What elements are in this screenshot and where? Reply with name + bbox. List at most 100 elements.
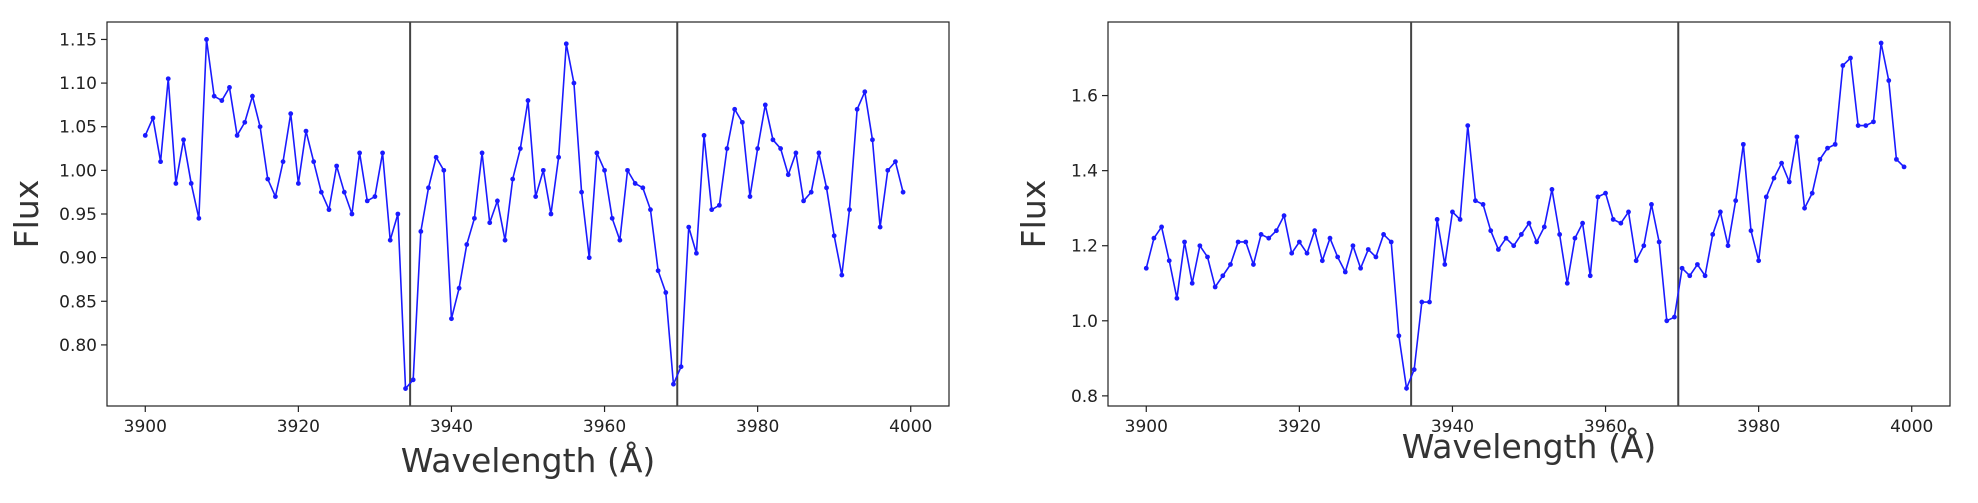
data-point	[540, 167, 546, 173]
data-point	[142, 133, 148, 138]
data-point	[288, 111, 294, 117]
data-point	[1350, 243, 1356, 249]
data-point	[1779, 160, 1784, 166]
data-point	[234, 133, 240, 138]
data-point	[326, 207, 332, 213]
data-point	[1251, 262, 1256, 267]
data-point	[831, 233, 837, 239]
data-point	[594, 150, 600, 156]
data-point	[556, 154, 562, 160]
x-tick-label: 3980	[1737, 417, 1780, 437]
data-point	[426, 185, 431, 191]
data-point	[778, 146, 783, 151]
data-point	[1296, 239, 1302, 245]
data-point	[1863, 123, 1869, 129]
data-point	[1465, 123, 1471, 129]
x-tick-label: 3960	[583, 417, 626, 437]
data-point	[900, 189, 906, 195]
y-tick-label: 1.2	[1071, 237, 1098, 257]
data-point	[1419, 299, 1425, 305]
data-point	[686, 224, 692, 230]
data-point	[1243, 239, 1249, 245]
y-tick-label: 1.0	[1071, 312, 1098, 332]
y-axis-label: Flux	[7, 180, 46, 249]
data-point	[586, 255, 592, 261]
data-point	[510, 176, 516, 182]
data-point	[1848, 55, 1853, 61]
data-point	[1319, 258, 1325, 264]
data-point	[280, 159, 286, 165]
data-point	[617, 237, 623, 243]
data-point	[158, 159, 163, 165]
data-point	[1197, 243, 1203, 249]
data-point	[640, 185, 646, 191]
data-point	[648, 207, 653, 213]
data-point	[724, 146, 730, 151]
data-point	[1480, 202, 1486, 207]
data-point	[1786, 179, 1792, 185]
data-point	[1572, 235, 1578, 241]
data-point	[242, 119, 248, 125]
data-point	[449, 316, 454, 322]
data-point	[1672, 314, 1677, 320]
data-point	[1794, 134, 1800, 140]
data-point	[1404, 385, 1409, 391]
data-point	[165, 76, 171, 82]
data-point	[632, 181, 638, 186]
data-point	[433, 154, 439, 160]
data-point	[387, 237, 393, 243]
data-point	[694, 250, 699, 256]
data-point	[265, 176, 271, 182]
data-point	[1235, 239, 1241, 245]
data-point	[273, 194, 278, 199]
data-point	[1511, 243, 1517, 249]
data-point	[196, 215, 202, 221]
data-point	[801, 198, 806, 204]
data-point	[1564, 280, 1570, 286]
data-point	[1526, 220, 1532, 226]
data-point	[571, 80, 577, 86]
x-tick-label: 3900	[124, 417, 167, 437]
data-point	[1534, 239, 1540, 245]
data-point	[1495, 247, 1501, 252]
data-point	[709, 207, 715, 213]
data-point	[824, 185, 829, 191]
data-point	[1641, 243, 1647, 249]
data-point	[1228, 262, 1233, 267]
data-point	[173, 181, 179, 186]
data-point	[1717, 209, 1723, 215]
data-point	[525, 98, 531, 103]
data-point	[1151, 235, 1157, 241]
data-point	[678, 364, 684, 370]
data-point	[181, 137, 186, 143]
data-point	[893, 159, 898, 165]
data-point	[1289, 250, 1295, 256]
data-point	[494, 198, 500, 204]
data-point	[349, 211, 355, 217]
data-point	[1886, 78, 1892, 83]
data-point	[227, 85, 232, 90]
data-point	[579, 189, 584, 195]
data-point	[1220, 273, 1226, 279]
data-point	[1557, 232, 1563, 237]
data-point	[188, 181, 194, 186]
x-tick-label: 4000	[889, 417, 932, 437]
data-point	[862, 89, 868, 95]
data-point	[1679, 265, 1685, 271]
data-point	[762, 102, 768, 108]
data-point	[854, 106, 860, 112]
chart: 3900 3920 3940 3960 3980 4000 0.8 1.0 1.2 1.4 1.6 W…	[1014, 21, 1951, 466]
data-point	[311, 159, 317, 165]
data-point	[1427, 299, 1432, 305]
data-point	[1327, 235, 1333, 241]
data-point	[1281, 213, 1287, 219]
data-point	[1212, 284, 1218, 290]
x-tick-label: 3940	[430, 417, 473, 437]
data-point	[1266, 235, 1272, 241]
y-tick-label: 1.05	[59, 118, 97, 138]
data-point	[357, 150, 362, 156]
data-point	[1894, 156, 1899, 162]
data-point	[1878, 40, 1884, 46]
